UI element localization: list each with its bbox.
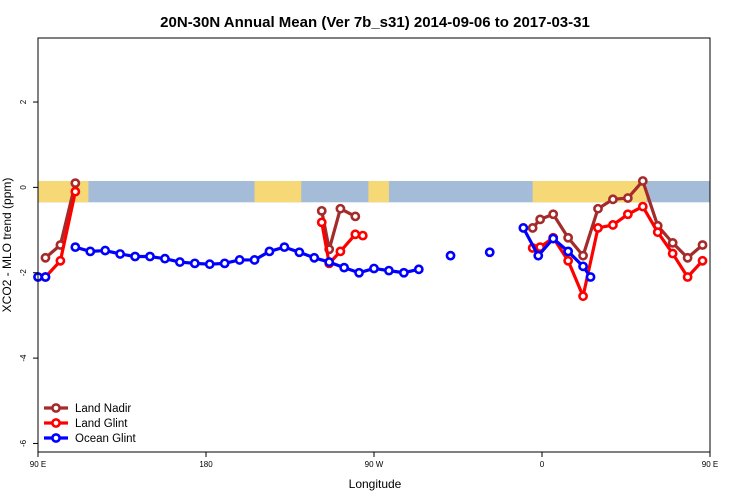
data-point (637, 201, 648, 212)
legend-label: Land Nadir (75, 403, 131, 415)
data-point (339, 262, 350, 273)
series-line (74, 245, 420, 275)
data-point (413, 264, 424, 275)
legend: Land Nadir Land Glint Ocean Glint (44, 403, 137, 445)
data-point (335, 203, 346, 214)
y-tick-label: 0 (19, 185, 28, 190)
x-tick-label: 180 (199, 460, 213, 469)
data-point (357, 230, 368, 241)
data-point (316, 217, 327, 228)
data-point (578, 291, 588, 302)
legend-marker (51, 403, 61, 413)
map-land (38, 180, 89, 203)
data-point (249, 255, 260, 265)
data-point (667, 248, 678, 259)
data-point (622, 193, 633, 203)
y-tick-label: -4 (19, 354, 28, 362)
x-axis: 90 E 180 90 W 0 90 E (30, 452, 718, 469)
data-point (70, 186, 81, 197)
x-tick-label: 90 W (365, 460, 384, 469)
data-point (384, 265, 394, 276)
data-point (354, 267, 364, 278)
data-point (533, 250, 544, 261)
y-tick-label: -6 (19, 439, 28, 447)
data-point (563, 255, 574, 266)
data-point (70, 242, 81, 253)
legend-marker (51, 418, 61, 428)
data-point (622, 209, 633, 220)
series-line (320, 207, 357, 251)
series-layer (33, 176, 708, 302)
data-point (264, 246, 275, 257)
data-point (484, 247, 495, 258)
data-point (652, 227, 663, 238)
data-point (160, 253, 170, 264)
data-point (563, 246, 574, 257)
data-point (55, 255, 66, 266)
data-point (593, 223, 603, 233)
data-point (667, 237, 678, 248)
data-point (335, 246, 346, 257)
legend-label: Land Glint (75, 418, 128, 430)
data-point (682, 252, 693, 263)
data-point (204, 259, 215, 270)
x-tick-label: 90 E (30, 460, 46, 469)
y-axis-label: XCO2 - MLO trend (ppm) (0, 178, 14, 313)
legend-marker (51, 433, 61, 443)
data-point (697, 255, 708, 266)
y-tick-label: -2 (19, 269, 28, 277)
map-land (254, 180, 302, 203)
data-point (279, 242, 290, 253)
data-point (115, 249, 126, 259)
x-tick-label: 90 E (702, 460, 718, 469)
data-point (578, 261, 588, 272)
data-point (316, 205, 327, 216)
y-tick-label: 2 (19, 99, 28, 104)
data-point (145, 251, 155, 262)
map-land (368, 180, 389, 203)
data-point (637, 176, 648, 186)
data-point (608, 220, 618, 230)
data-point (398, 267, 409, 278)
data-point (548, 209, 559, 220)
data-point (40, 252, 51, 263)
x-axis-label: Longitude (349, 477, 402, 491)
data-point (100, 245, 111, 256)
legend-label: Ocean Glint (75, 433, 137, 445)
data-point (130, 251, 140, 262)
data-point (369, 263, 379, 274)
data-point (593, 203, 603, 214)
data-point (350, 229, 361, 240)
data-point (697, 240, 708, 250)
data-point (70, 178, 81, 189)
data-point (294, 247, 305, 258)
data-point (40, 272, 51, 282)
map-band (38, 180, 710, 203)
data-point (548, 233, 559, 244)
data-point (527, 223, 538, 233)
data-point (234, 255, 245, 265)
data-point (535, 214, 546, 225)
data-point (682, 272, 693, 282)
x-tick-label: 0 (540, 460, 545, 469)
data-point (445, 250, 456, 261)
data-point (189, 258, 200, 269)
y-axis: 2 0 -2 -4 -6 (19, 99, 38, 447)
series-ocean-glint (33, 223, 596, 282)
map-land (532, 180, 647, 203)
data-point (585, 272, 596, 282)
plot-frame (37, 37, 711, 453)
data-point (219, 258, 230, 269)
data-point (174, 257, 185, 267)
data-point (578, 250, 588, 261)
data-point (324, 257, 335, 267)
data-point (518, 223, 529, 233)
chart-title: 20N-30N Annual Mean (Ver 7b_s31) 2014-09… (160, 14, 590, 31)
data-point (563, 232, 574, 243)
data-point (350, 211, 361, 222)
data-point (85, 246, 96, 257)
data-point (309, 252, 320, 263)
data-point (608, 194, 618, 205)
